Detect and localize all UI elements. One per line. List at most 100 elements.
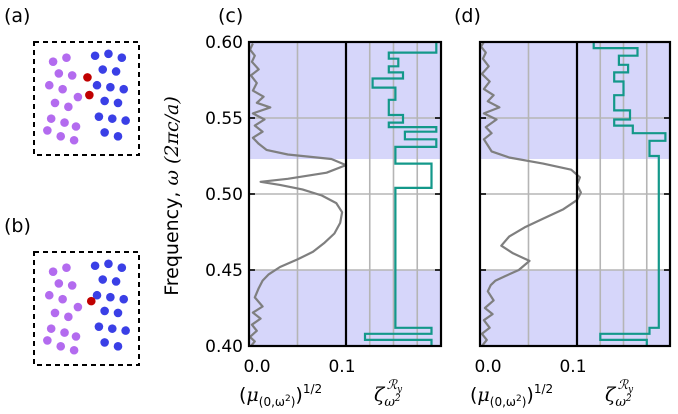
lattice-a-purple-site <box>47 114 56 123</box>
y-tick-label: 0.55 <box>205 109 243 129</box>
lattice-b-blue-site <box>98 275 107 284</box>
lattice-b-blue-site <box>119 295 128 304</box>
panel-c <box>249 42 441 346</box>
y-axis-label-omega: ω <box>161 170 183 186</box>
zeta-sub: ω <box>384 395 395 410</box>
lattice-a-blue-site <box>119 85 128 94</box>
dos-label-sup: 1/2 <box>303 382 322 396</box>
lattice-a-blue-site <box>114 132 123 141</box>
dos-label-main: ( <box>470 384 477 406</box>
panel-label-d: (d) <box>454 5 481 27</box>
lattice-b-blue-site <box>100 307 109 316</box>
dos-label-mu: μ <box>246 384 258 406</box>
lattice-a-blue-site <box>98 65 107 74</box>
panel-d-xtick-label: 0.1 <box>559 357 586 377</box>
lattice-a-blue-site <box>100 128 109 137</box>
lattice-b-purple-site <box>47 324 56 333</box>
panel-label-b: (b) <box>4 215 31 237</box>
lattice-b-blue-site <box>100 338 109 347</box>
dos-label-sup: 1/2 <box>534 382 553 396</box>
panel-c-xtick-label: 0.1 <box>328 357 355 377</box>
lattice-a-purple-site <box>55 69 64 78</box>
lattice-a-blue-site <box>100 97 109 106</box>
lattice-a-blue-site <box>112 67 121 76</box>
lattice-b-purple-site <box>49 267 58 276</box>
y-tick-labels: 0.40 0.45 0.50 0.55 0.60 <box>205 33 243 357</box>
panel-c-dos-axis-label: (μ(0,ω2))1/2 <box>239 382 322 409</box>
y-axis-label-unit: (2πc/a) <box>161 96 183 164</box>
lattice-b-blue-site <box>108 324 117 333</box>
lattice-a-blue-site <box>104 49 113 58</box>
lattice-b-purple-site <box>62 263 71 272</box>
lattice-a-blue-site <box>91 51 100 60</box>
lattice-a-purple-site <box>43 126 52 135</box>
lattice-a-blue-site <box>114 99 123 108</box>
lattice-b-red-site <box>87 297 96 306</box>
lattice-b-purple-site <box>70 346 79 355</box>
lattice-a-red-site <box>85 91 94 100</box>
lattice-a-blue-site <box>93 81 102 90</box>
lattice-b-blue-site <box>106 293 115 302</box>
lattice-a-purple-site <box>51 99 60 108</box>
dos-label-mu: μ <box>477 384 489 406</box>
panel-label-c: (c) <box>218 5 243 27</box>
panel-d-gap-band <box>480 42 670 159</box>
dos-label-sub: (0,ω <box>259 395 285 409</box>
lattice-b-purple-site <box>74 303 83 312</box>
lattice-b-purple-site <box>72 332 81 341</box>
lattice-inset-b <box>34 252 139 365</box>
lattice-a-red-site <box>83 73 92 82</box>
dos-label-end: ) <box>526 384 533 406</box>
lattice-b-purple-site <box>68 281 77 290</box>
lattice-a-purple-site <box>70 136 79 145</box>
zeta-sub: ω <box>615 395 626 410</box>
panel-d-dos-axis-label: (μ(0,ω2))1/2 <box>470 382 553 409</box>
lattice-b-blue-site <box>118 263 127 272</box>
lattice-b-purple-site <box>51 309 60 318</box>
lattice-b-purple-site <box>58 295 67 304</box>
y-tick-label: 0.40 <box>205 337 243 357</box>
lattice-b-purple-site <box>60 328 69 337</box>
lattice-a-purple-site <box>62 53 71 62</box>
lattice-a-purple-site <box>45 81 54 90</box>
lattice-b-blue-site <box>114 309 123 318</box>
lattice-b-purple-site <box>45 291 54 300</box>
y-tick-label: 0.60 <box>205 33 243 53</box>
panel-c-xtick-label: 0.0 <box>243 357 270 377</box>
lattice-b-purple-site <box>43 336 52 345</box>
panel-d <box>480 42 670 346</box>
zeta-sup-sub: y <box>627 385 634 395</box>
lattice-a-purple-site <box>72 122 81 131</box>
lattice-b-purple-site <box>55 279 64 288</box>
lattice-b-blue-site <box>95 322 104 331</box>
lattice-b-blue-site <box>112 277 121 286</box>
lattice-b-blue-site <box>121 326 130 335</box>
panel-c-zeta-axis-label: ζω2ℛy <box>374 378 403 410</box>
dos-label-end: ) <box>295 384 302 406</box>
y-axis-label: Frequency, ω (2πc/a) <box>161 96 183 296</box>
lattice-a-purple-site <box>56 132 65 141</box>
dos-label-main: ( <box>239 384 246 406</box>
panel-d-xtick-label: 0.0 <box>474 357 501 377</box>
zeta-sub-sup: 2 <box>394 394 401 404</box>
lattice-a-blue-site <box>118 53 127 62</box>
y-axis-label-prefix: Frequency, <box>161 186 183 296</box>
lattice-b-blue-site <box>114 342 123 351</box>
y-tick-label: 0.45 <box>205 261 243 281</box>
lattice-a-purple-site <box>74 93 83 102</box>
lattice-a-purple-site <box>58 85 67 94</box>
lattice-a-purple-site <box>60 118 69 127</box>
lattice-a-blue-site <box>95 112 104 121</box>
lattice-b-blue-site <box>104 259 113 268</box>
lattice-a-purple-site <box>64 103 73 112</box>
zeta-sub-sup: 2 <box>625 394 632 404</box>
panel-label-a: (a) <box>4 5 30 27</box>
lattice-inset-a <box>34 42 139 155</box>
lattice-b-purple-site <box>56 342 65 351</box>
lattice-a-purple-site <box>68 71 77 80</box>
lattice-a-blue-site <box>108 114 117 123</box>
lattice-b-purple-site <box>64 313 73 322</box>
y-tick-label: 0.50 <box>205 185 243 205</box>
